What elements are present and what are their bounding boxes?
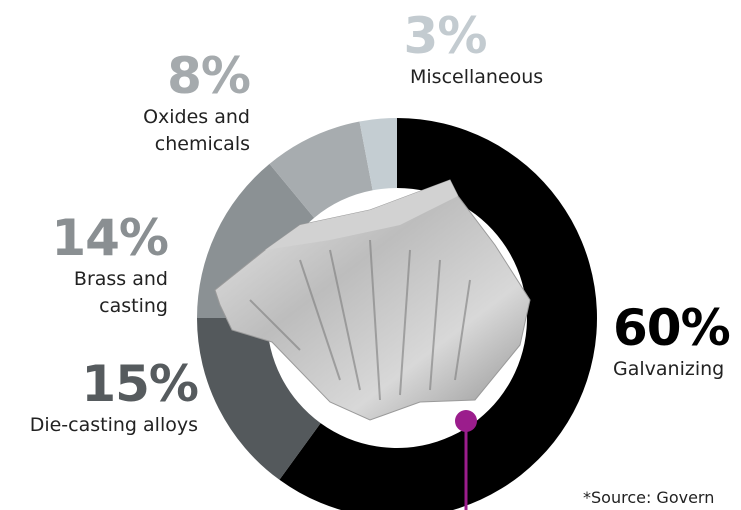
category-label: Brass and casting xyxy=(73,268,168,317)
donut-slice xyxy=(359,118,397,191)
pointer-dot xyxy=(455,410,477,432)
category-label: Oxides and chemicals xyxy=(143,106,250,155)
percent-label: 60% xyxy=(613,299,731,357)
percent-label: 3% xyxy=(403,7,488,65)
percent-label: 15% xyxy=(81,355,199,413)
donut-slice xyxy=(279,118,597,510)
slice-label: 3% Miscellaneous xyxy=(340,8,550,91)
slice-label: 8% Oxides and chemicals xyxy=(90,47,251,158)
category-label: Miscellaneous xyxy=(410,66,544,88)
percent-label: 8% xyxy=(167,47,251,105)
slice-label: 14% Brass and casting xyxy=(0,209,169,320)
donut-slice xyxy=(197,318,321,480)
category-label: Galvanizing xyxy=(613,358,725,380)
category-label: Die-casting alloys xyxy=(29,414,198,436)
percent-label: 14% xyxy=(51,209,169,267)
slice-label: 15% Die-casting alloys xyxy=(0,355,199,439)
donut-slice xyxy=(269,121,373,218)
source-note: *Source: Govern xyxy=(583,488,715,507)
metal-image xyxy=(214,179,531,421)
slice-label: 60% Galvanizing xyxy=(613,300,741,383)
donut-slice xyxy=(197,163,315,318)
